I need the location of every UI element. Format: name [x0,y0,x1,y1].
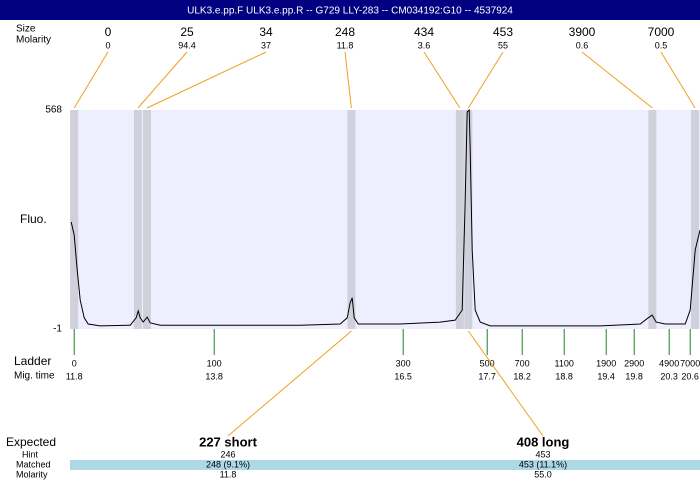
trace [70,108,700,327]
ladder-size: 100 [207,358,222,368]
y-tick-label: 568 [45,105,62,116]
expected-molarity: 11.8 [220,469,237,479]
peak-molarity: 0 [105,40,110,50]
peak-molarity: 37 [261,40,271,50]
peak-connector [423,51,461,109]
row-label: Size [16,24,36,35]
peak-band [455,110,464,329]
ladder-time: 20.3 [660,371,678,381]
expected-hint: 246 [220,449,235,459]
peak-band [70,110,79,329]
ladder-time: 18.2 [513,371,531,381]
expected-matched: 453 (11.1%) [519,459,567,469]
peak-connector [344,51,352,109]
ladder-time: 16.5 [394,371,412,381]
row-label: Molarity [16,35,51,46]
ladder-time: 13.8 [205,371,223,381]
ladder-size: 1100 [555,358,574,368]
peak-band [464,110,473,329]
expected-name: 227 short [199,434,257,449]
title-bar [0,0,700,20]
peak-size: 434 [414,25,434,39]
expected-name: 408 long [517,434,570,449]
plot-area [70,110,700,329]
ladder-time: 18.8 [555,371,573,381]
ladder-size: 0 [72,358,77,368]
ladder-size: 7000 [680,358,700,368]
expected-matched: 248 (9.1%) [206,459,250,469]
row-label: Ladder [14,354,51,368]
matched-row [70,460,700,470]
peak-connector [581,51,653,109]
peak-molarity: 0.6 [576,40,589,50]
peak-molarity: 94.4 [178,40,196,50]
ladder-time: 19.8 [625,371,643,381]
y-tick-label: -1 [53,324,62,335]
peak-band [143,110,151,329]
ladder-time: 17.7 [478,371,496,381]
ladder-time: 20.6 [681,371,699,381]
peak-connector [146,51,267,109]
expected-molarity: 55.0 [534,469,552,479]
row-label: Matched [16,459,51,469]
peak-size: 453 [493,25,513,39]
ladder-size: 2900 [624,358,644,368]
peak-size: 34 [259,25,273,39]
peak-band [648,110,657,329]
peak-size: 0 [105,25,112,39]
peak-size: 25 [180,25,194,39]
peak-size: 3900 [569,25,596,39]
peak-connector [467,51,504,109]
peak-molarity: 0.5 [655,40,668,50]
y-axis-label: Fluo. [20,212,47,226]
title: ULK3.e.pp.F ULK3.e.pp.R -- G729 LLY-283 … [187,6,513,17]
ladder-size: 700 [515,358,530,368]
ladder-time: 19.4 [597,371,615,381]
peak-band [133,110,142,329]
row-label: Expected [6,435,56,449]
peak-band [691,110,700,329]
expected-connector [227,330,352,437]
ladder-size: 4900 [659,358,679,368]
peak-molarity: 11.8 [337,40,354,50]
peak-connector [660,51,696,109]
peak-size: 248 [335,25,355,39]
ladder-size: 1900 [596,358,616,368]
peak-size: 7000 [648,25,675,39]
row-label: Molarity [16,469,48,479]
ladder-size: 500 [480,358,495,368]
ladder-time: 11.8 [66,371,83,381]
row-label: Mig. time [14,371,55,382]
peak-connector [73,51,109,109]
peak-band [347,110,356,329]
peak-connector [137,51,188,109]
ladder-size: 300 [396,358,411,368]
row-label: Hint [22,449,39,459]
expected-connector [467,330,544,437]
peak-molarity: 3.6 [418,40,431,50]
peak-molarity: 55 [498,40,508,50]
expected-hint: 453 [535,449,550,459]
